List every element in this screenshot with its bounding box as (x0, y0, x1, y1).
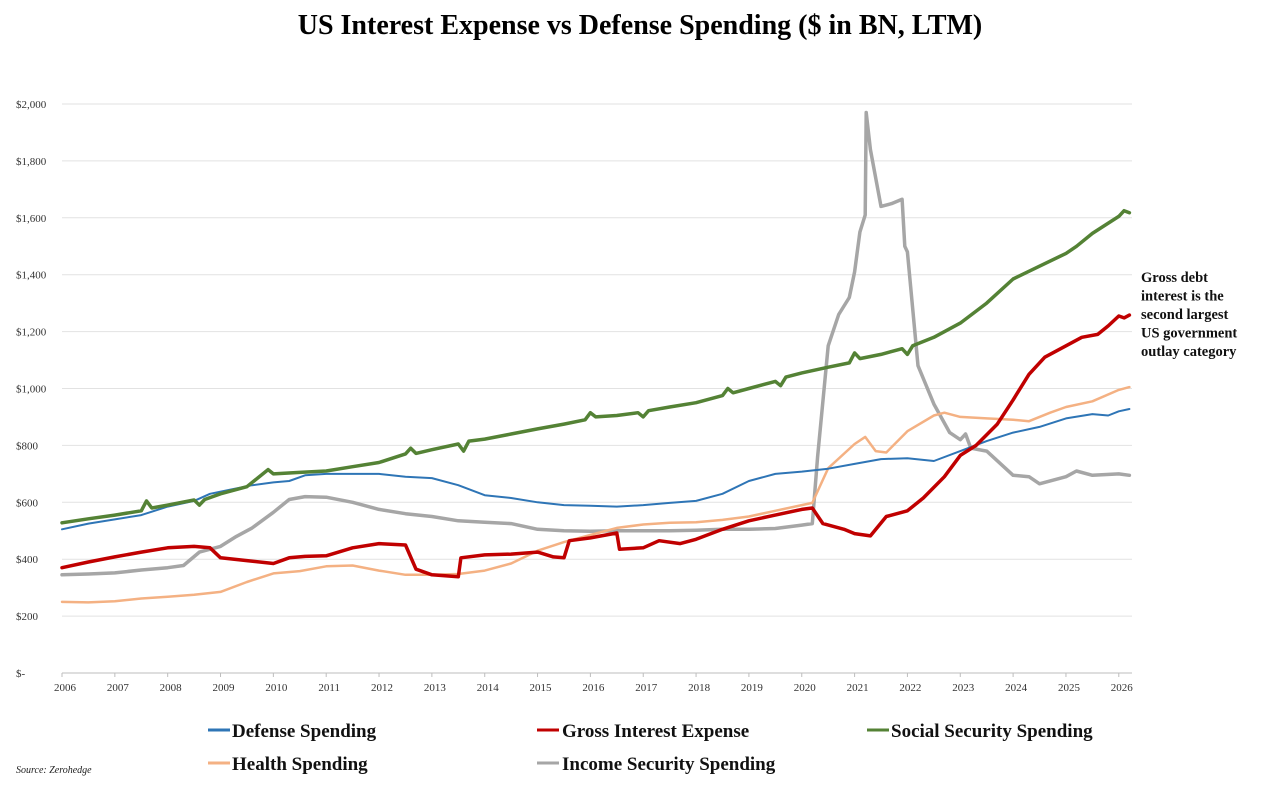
legend-label: Health Spending (232, 754, 368, 775)
y-tick-label: $1,000 (16, 384, 47, 396)
y-tick-label: $1,400 (16, 270, 47, 282)
x-tick-label: 2012 (371, 682, 393, 694)
legend-item-income-security: Income Security Spending (537, 754, 776, 775)
annotation: Gross debt interest is the second larges… (1141, 270, 1241, 360)
source-note: Source: Zerohedge (16, 765, 92, 776)
series-gross-interest-expense (60, 313, 1132, 579)
x-tick-label: 2024 (1005, 682, 1028, 694)
x-tick-label: 2006 (54, 682, 77, 694)
x-tick-label: 2021 (847, 682, 869, 694)
legend-label: Defense Spending (232, 721, 377, 742)
x-tick-label: 2022 (899, 682, 921, 694)
annotation-line-3: second largest (1141, 307, 1229, 323)
x-tick-label: 2009 (213, 682, 236, 694)
x-tick-label: 2008 (160, 682, 183, 694)
annotation-line-4: US government (1141, 326, 1237, 342)
x-tick-label: 2007 (107, 682, 130, 694)
x-tick-label: 2015 (530, 682, 553, 694)
legend: Defense Spending Gross Interest Expense … (208, 721, 1093, 775)
y-tick-label: $800 (16, 440, 39, 452)
annotation-line-2: interest is the (1141, 289, 1224, 305)
y-tick-label: $600 (16, 497, 39, 509)
x-tick-label: 2019 (741, 682, 764, 694)
legend-item-interest: Gross Interest Expense (537, 721, 749, 742)
series-income-security-spending (60, 110, 1132, 577)
legend-label: Gross Interest Expense (562, 721, 749, 742)
series-social-security-spending (60, 208, 1132, 525)
y-tick-label: $1,200 (16, 327, 47, 339)
legend-label: Income Security Spending (562, 754, 776, 775)
x-axis-ticks: 2006 2007 2008 2009 2010 2011 2012 2013 2014 2015… (54, 673, 1133, 694)
x-tick-label: 2020 (794, 682, 817, 694)
grid (62, 103, 1132, 674)
y-axis-ticks: $- $200 $400 $600 $800 $1,000 $1,200 $1,400 $1,6… (16, 99, 47, 680)
x-tick-label: 2018 (688, 682, 711, 694)
x-tick-label: 2014 (477, 682, 500, 694)
y-tick-label: $1,800 (16, 156, 47, 168)
x-tick-label: 2013 (424, 682, 447, 694)
x-tick-label: 2023 (952, 682, 975, 694)
x-tick-label: 2025 (1058, 682, 1081, 694)
y-tick-label: $- (16, 668, 26, 680)
x-tick-label: 2017 (635, 682, 658, 694)
annotation-line-1: Gross debt (1141, 270, 1208, 286)
y-tick-label: $200 (16, 611, 39, 623)
x-tick-label: 2011 (318, 682, 340, 694)
legend-item-social-security: Social Security Spending (867, 721, 1093, 742)
x-tick-label: 2010 (265, 682, 288, 694)
x-tick-label: 2026 (1111, 682, 1134, 694)
annotation-line-5: outlay category (1141, 344, 1237, 360)
legend-label: Social Security Spending (891, 721, 1093, 742)
series-lines (60, 110, 1132, 604)
y-tick-label: $1,600 (16, 213, 47, 225)
legend-item-defense: Defense Spending (208, 721, 377, 742)
x-tick-label: 2016 (582, 682, 605, 694)
series-health-spending (60, 385, 1131, 604)
y-tick-label: $400 (16, 554, 39, 566)
chart-title: US Interest Expense vs Defense Spending … (298, 10, 983, 41)
y-tick-label: $2,000 (16, 99, 47, 111)
legend-item-health: Health Spending (208, 754, 368, 775)
series-defense-spending (61, 408, 1131, 531)
